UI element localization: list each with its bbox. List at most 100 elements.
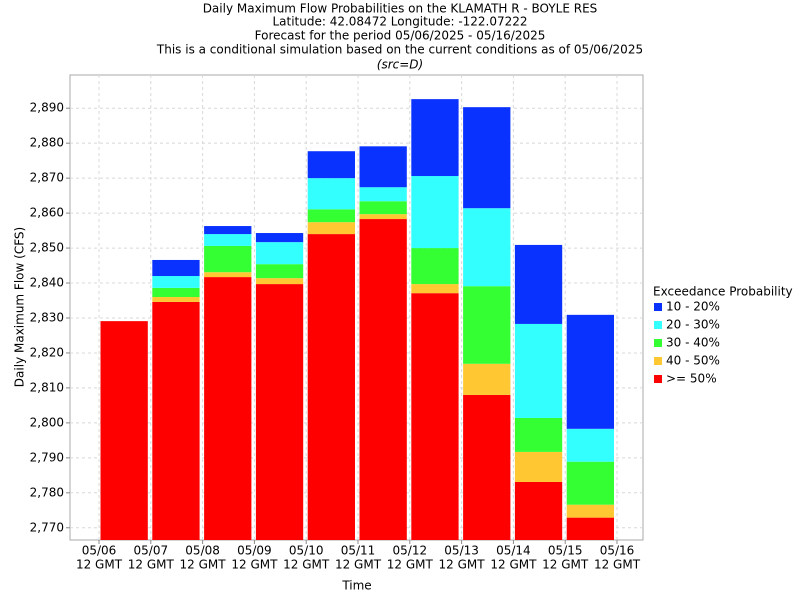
- bar-segment: [411, 284, 459, 294]
- bar-segment: [255, 284, 304, 540]
- bar-segment: [514, 481, 563, 540]
- bar-segment: [255, 242, 304, 265]
- bar-segment: [204, 245, 252, 273]
- bar-segment: [255, 278, 304, 285]
- bar-segment: [463, 107, 511, 209]
- x-tick-label: 05/07: [134, 544, 169, 558]
- chart-title: Latitude: 42.08472 Longitude: -122.07222: [272, 15, 527, 29]
- legend-label: 20 - 30%: [666, 318, 720, 332]
- x-tick-label: 05/08: [185, 544, 220, 558]
- legend-label: 10 - 20%: [666, 300, 720, 314]
- bar-segment: [307, 178, 355, 210]
- legend-label: 30 - 40%: [666, 336, 720, 350]
- bar-segment: [463, 394, 511, 540]
- bar-segment: [359, 214, 407, 220]
- x-tick-label: 12 GMT: [542, 558, 589, 572]
- x-tick-label: 05/14: [496, 544, 531, 558]
- x-tick-label: 12 GMT: [335, 558, 382, 572]
- y-tick-label: 2,820: [30, 345, 64, 359]
- bar-segment: [411, 248, 459, 285]
- bar-segment: [566, 517, 614, 540]
- bar-segment: [152, 287, 200, 298]
- y-tick-label: 2,800: [30, 415, 64, 429]
- bar-segment: [152, 259, 200, 277]
- bar-segment: [411, 176, 459, 249]
- y-tick-label: 2,870: [30, 171, 64, 185]
- legend-swatch: [654, 303, 662, 311]
- legend-swatch: [654, 357, 662, 365]
- bar-segment: [307, 151, 355, 179]
- bar-segment: [359, 219, 407, 541]
- y-tick-label: 2,880: [30, 136, 64, 150]
- bar-segment: [411, 99, 459, 177]
- x-tick-label: 05/16: [600, 544, 635, 558]
- x-tick-label: 05/09: [237, 544, 272, 558]
- chart-title: This is a conditional simulation based o…: [156, 43, 643, 57]
- bar-segment: [359, 201, 407, 215]
- bar-segment: [255, 264, 304, 279]
- y-tick-label: 2,770: [30, 520, 64, 534]
- y-tick-label: 2,830: [30, 310, 64, 324]
- x-tick-label: 12 GMT: [128, 558, 175, 572]
- legend-label: 40 - 50%: [666, 354, 720, 368]
- chart-title: Daily Maximum Flow Probabilities on the …: [203, 2, 598, 16]
- x-tick-label: 05/11: [341, 544, 376, 558]
- bar-segment: [307, 209, 355, 223]
- bar-segment: [307, 234, 355, 540]
- x-tick-label: 12 GMT: [594, 558, 641, 572]
- bar-segment: [463, 286, 511, 364]
- y-tick-label: 2,790: [30, 450, 64, 464]
- y-tick-label: 2,850: [30, 241, 64, 255]
- x-axis-label: Time: [341, 579, 371, 593]
- bar-segment: [152, 297, 200, 302]
- bar-segment: [463, 208, 511, 287]
- bar-segment: [463, 363, 511, 395]
- x-tick-label: 05/12: [393, 544, 428, 558]
- y-tick-label: 2,780: [30, 485, 64, 499]
- legend-label: >= 50%: [666, 372, 717, 386]
- legend-title: Exceedance Probability: [653, 285, 793, 299]
- y-tick-label: 2,810: [30, 380, 64, 394]
- bar-segment: [359, 146, 407, 188]
- y-tick-label: 2,890: [30, 101, 64, 115]
- x-tick-label: 05/15: [548, 544, 583, 558]
- bar-segment: [204, 234, 252, 246]
- x-tick-label: 12 GMT: [387, 558, 434, 572]
- x-tick-label: 12 GMT: [490, 558, 537, 572]
- bar-segment: [514, 323, 563, 418]
- bar-segment: [152, 301, 200, 540]
- y-tick-label: 2,840: [30, 276, 64, 290]
- chart-subtitle: (src=D): [377, 58, 423, 72]
- bar-segment: [566, 461, 614, 505]
- x-tick-label: 12 GMT: [231, 558, 278, 572]
- bar-segment: [204, 272, 252, 278]
- bar-segment: [566, 428, 614, 462]
- x-tick-label: 05/10: [289, 544, 324, 558]
- bar-segment: [204, 226, 252, 235]
- bar-segment: [566, 504, 614, 518]
- legend-swatch: [654, 339, 662, 347]
- legend-swatch: [654, 321, 662, 329]
- x-tick-label: 05/13: [444, 544, 479, 558]
- bar-segment: [255, 233, 304, 243]
- bar-segment: [307, 222, 355, 235]
- x-tick-label: 12 GMT: [283, 558, 330, 572]
- y-axis-label: Daily Maximum Flow (CFS): [13, 227, 27, 387]
- x-tick-label: 12 GMT: [439, 558, 486, 572]
- bar-segment: [204, 277, 252, 540]
- chart-title: Forecast for the period 05/06/2025 - 05/…: [255, 29, 546, 43]
- legend-swatch: [654, 375, 662, 383]
- x-tick-label: 05/06: [82, 544, 117, 558]
- bar-segment: [514, 451, 563, 482]
- bar-segment: [359, 187, 407, 202]
- bar-segment: [100, 321, 148, 540]
- bar-segment: [514, 244, 563, 324]
- x-tick-label: 12 GMT: [180, 558, 227, 572]
- x-tick-label: 12 GMT: [76, 558, 123, 572]
- bar-segment: [514, 417, 563, 452]
- bar-segment: [152, 276, 200, 288]
- bar-segment: [411, 293, 459, 540]
- y-tick-label: 2,860: [30, 206, 64, 220]
- bar-segment: [566, 314, 614, 429]
